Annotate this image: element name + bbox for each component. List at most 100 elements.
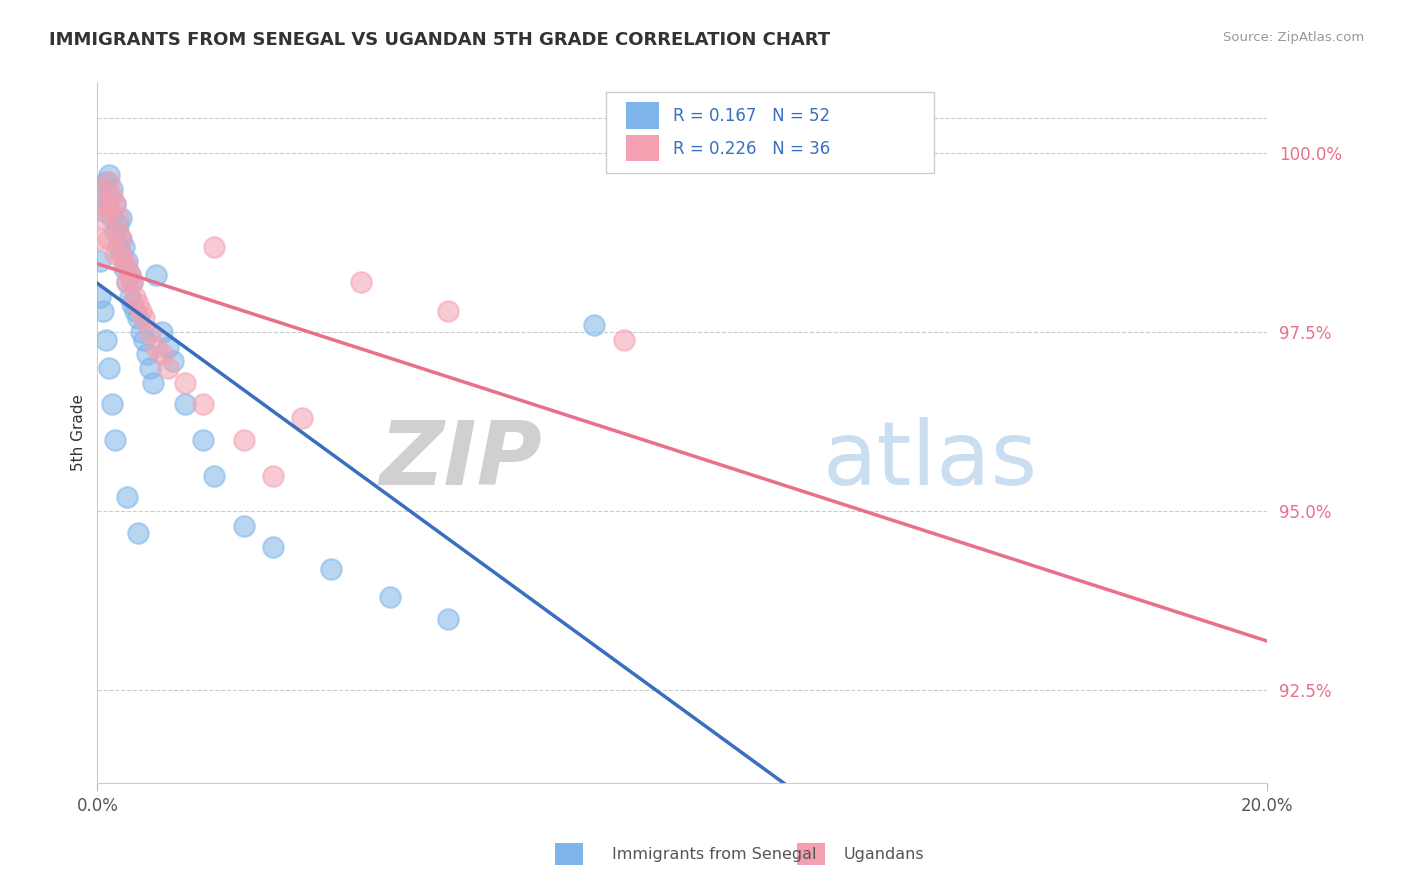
Point (107, 211, 129, 225)
Point (94, 196, 117, 211)
Point (91, 211, 114, 225)
Point (98, 203, 121, 218)
Point (94, 333, 117, 347)
Point (202, 468, 225, 483)
Point (115, 276, 138, 290)
Point (150, 326, 173, 340)
Point (110, 232, 132, 246)
Point (94, 175, 117, 189)
Point (89, 253, 111, 268)
Point (91, 203, 114, 218)
Point (145, 268, 167, 282)
Point (202, 239, 225, 253)
Point (134, 333, 156, 347)
Point (378, 591, 401, 605)
Point (101, 182, 124, 196)
Point (583, 318, 606, 333)
Point (110, 211, 132, 225)
Bar (797, 843, 825, 865)
Text: Immigrants from Senegal: Immigrants from Senegal (612, 847, 815, 862)
Point (127, 311, 149, 326)
Point (121, 276, 143, 290)
Point (121, 297, 143, 311)
Point (129, 326, 152, 340)
Point (124, 304, 146, 318)
Point (437, 612, 460, 626)
Bar (626, 135, 659, 161)
Point (107, 225, 129, 239)
Point (115, 490, 138, 504)
Point (107, 218, 129, 232)
Point (124, 290, 146, 304)
Point (104, 246, 127, 260)
Point (139, 326, 162, 340)
Text: Ugandans: Ugandans (844, 847, 924, 862)
Point (349, 276, 371, 290)
Text: ZIP: ZIP (380, 417, 541, 504)
Point (112, 253, 135, 268)
Point (139, 361, 162, 376)
Point (115, 253, 138, 268)
Y-axis label: 5th Grade: 5th Grade (72, 394, 86, 471)
Point (145, 340, 167, 354)
Point (136, 347, 159, 361)
Point (191, 397, 214, 411)
Point (104, 433, 127, 447)
Point (115, 260, 138, 275)
Point (127, 525, 149, 540)
Point (110, 232, 132, 246)
Point (112, 239, 135, 253)
Point (104, 225, 127, 239)
Point (156, 340, 179, 354)
Point (89, 290, 111, 304)
Point (162, 354, 184, 368)
Text: Source: ZipAtlas.com: Source: ZipAtlas.com (1223, 31, 1364, 45)
Point (118, 268, 141, 282)
Point (174, 376, 197, 390)
Text: IMMIGRANTS FROM SENEGAL VS UGANDAN 5TH GRADE CORRELATION CHART: IMMIGRANTS FROM SENEGAL VS UGANDAN 5TH G… (49, 31, 831, 49)
Point (121, 276, 143, 290)
Point (134, 311, 156, 326)
Point (98, 361, 121, 376)
Point (107, 239, 129, 253)
FancyBboxPatch shape (606, 93, 934, 173)
Point (112, 260, 135, 275)
Point (98, 168, 121, 182)
Point (91, 182, 114, 196)
Point (89, 232, 111, 246)
Point (613, 333, 636, 347)
Point (262, 540, 284, 554)
Point (156, 361, 179, 376)
Point (110, 246, 132, 260)
Point (91, 304, 114, 318)
Point (129, 304, 152, 318)
Point (127, 297, 149, 311)
Point (191, 433, 214, 447)
Point (115, 276, 138, 290)
Point (104, 196, 127, 211)
Point (150, 347, 173, 361)
Point (142, 376, 165, 390)
Point (291, 411, 314, 425)
Text: R = 0.167   N = 52: R = 0.167 N = 52 (673, 106, 830, 125)
Point (118, 268, 141, 282)
Bar (555, 843, 583, 865)
Point (101, 211, 124, 225)
Point (101, 397, 124, 411)
Point (91, 182, 114, 196)
Text: atlas: atlas (823, 417, 1038, 504)
Point (437, 304, 460, 318)
Point (232, 518, 254, 533)
Point (262, 468, 284, 483)
Bar (626, 103, 659, 129)
Point (98, 232, 121, 246)
Point (101, 189, 124, 203)
Point (98, 175, 121, 189)
Point (104, 196, 127, 211)
Point (110, 246, 132, 260)
Point (118, 290, 141, 304)
Text: R = 0.226   N = 36: R = 0.226 N = 36 (673, 139, 830, 158)
Point (98, 189, 121, 203)
Point (321, 561, 343, 575)
Point (174, 397, 197, 411)
